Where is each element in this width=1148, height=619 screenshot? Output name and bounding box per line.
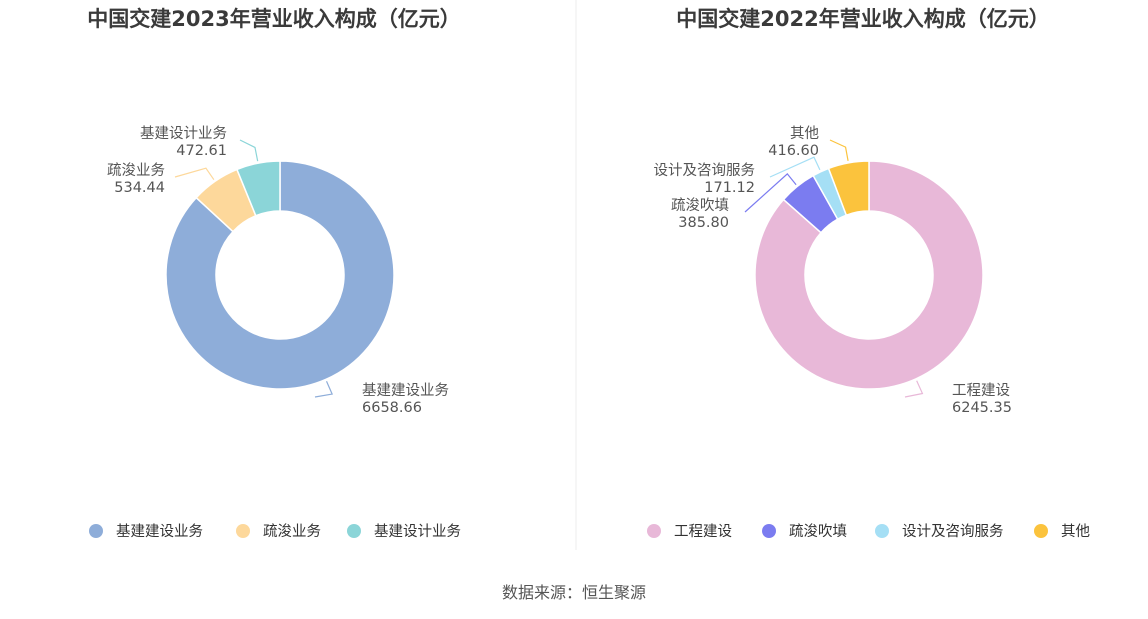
pie-slice-category-2[interactable]: [235, 160, 281, 217]
legend: 基建建设业务 疏浚业务 基建设计业务: [89, 523, 461, 540]
chart-title: 中国交建2022年营业收入构成（亿元）: [676, 7, 1049, 31]
legend-marker[interactable]: [89, 524, 103, 538]
pie-slice-category-0[interactable]: [754, 160, 984, 390]
pie-slices: [165, 160, 395, 390]
slice-label-value: 416.60: [768, 143, 819, 159]
leader-line: [829, 139, 849, 162]
legend-label[interactable]: 基建建设业务: [116, 523, 203, 540]
leader-line: [174, 167, 215, 181]
legend-label[interactable]: 疏浚吹填: [789, 523, 847, 540]
slice-label-value: 385.80: [678, 215, 729, 231]
slice-label-name: 其他: [790, 125, 819, 142]
slice-label-name: 基建建设业务: [362, 382, 449, 399]
slice-label-name: 基建设计业务: [140, 125, 227, 142]
source-note: 数据来源：恒生聚源: [502, 583, 646, 602]
slice-label-name: 设计及咨询服务: [654, 162, 756, 179]
chart-2023: 中国交建2023年营业收入构成（亿元） 基建建设业务6658.66疏浚业务534…: [87, 7, 461, 540]
slice-label-name: 疏浚业务: [107, 162, 165, 179]
legend: 工程建设 疏浚吹填 设计及咨询服务 其他: [647, 523, 1090, 540]
slice-label-value: 171.12: [704, 180, 755, 196]
slice-label-value: 6658.66: [362, 400, 422, 416]
legend-marker[interactable]: [875, 524, 889, 538]
leader-line: [744, 173, 797, 213]
legend-label[interactable]: 其他: [1061, 523, 1090, 540]
slice-label-value: 6245.35: [952, 400, 1012, 416]
pie-slices: [754, 160, 984, 390]
leader-line: [904, 380, 924, 398]
legend-marker[interactable]: [347, 524, 361, 538]
slice-label-name: 疏浚吹填: [671, 197, 729, 214]
legend-marker[interactable]: [1034, 524, 1048, 538]
legend-label[interactable]: 疏浚业务: [263, 523, 321, 540]
legend-label[interactable]: 工程建设: [674, 523, 732, 540]
leader-line: [239, 139, 259, 162]
legend-marker[interactable]: [236, 524, 250, 538]
leader-line: [314, 381, 334, 398]
slice-label-value: 534.44: [114, 180, 165, 196]
legend-marker[interactable]: [762, 524, 776, 538]
chart-title: 中国交建2023年营业收入构成（亿元）: [87, 7, 460, 31]
chart-2022: 中国交建2022年营业收入构成（亿元） 工程建设6245.35疏浚吹填385.8…: [647, 7, 1090, 540]
slice-label-value: 472.61: [176, 143, 227, 159]
legend-marker[interactable]: [647, 524, 661, 538]
legend-label[interactable]: 设计及咨询服务: [902, 523, 1004, 540]
slice-label-name: 工程建设: [952, 382, 1010, 399]
leader-line: [769, 156, 821, 178]
pie-slice-category-3[interactable]: [827, 160, 870, 217]
legend-label[interactable]: 基建设计业务: [374, 523, 461, 540]
pie-slice-category-0[interactable]: [165, 160, 395, 390]
